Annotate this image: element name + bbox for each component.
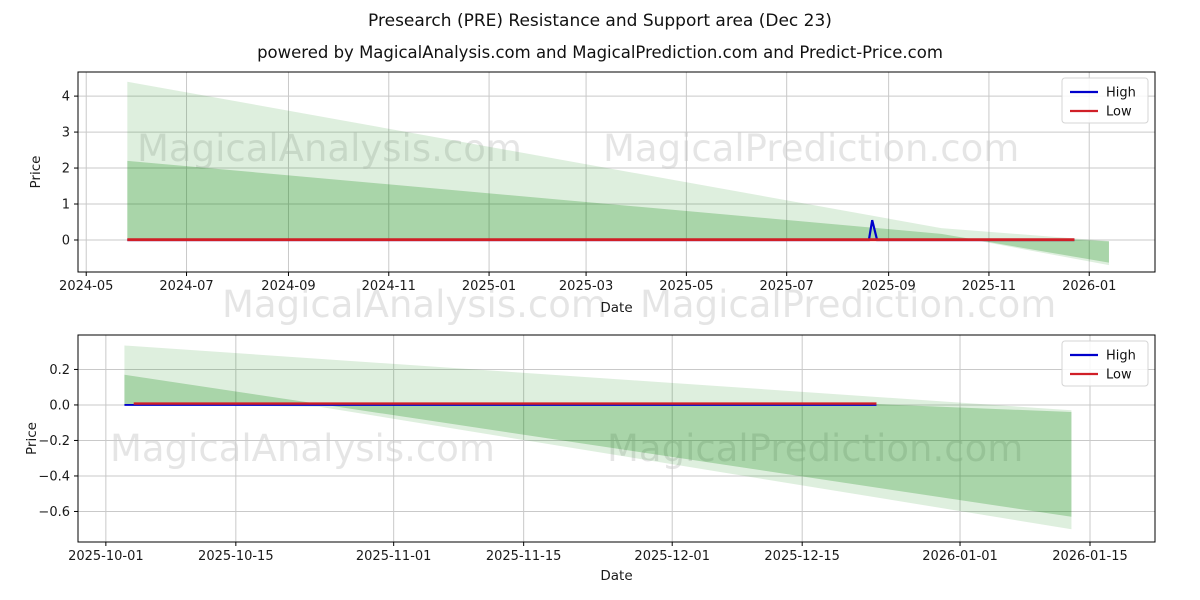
legend-low-label: Low — [1106, 368, 1132, 383]
x-tick-label: 2026-01 — [1062, 279, 1116, 294]
top-chart: 2024-05 2024-07 2024-09 2024-11 2025-01 2025-… — [28, 71, 1156, 316]
y-tick-label: 3 — [62, 126, 70, 141]
x-tick-label: 2025-09 — [861, 279, 915, 294]
support-band-inner — [124, 374, 1072, 517]
x-tick-label: 2025-03 — [559, 279, 613, 294]
x-tick-label: 2024-09 — [261, 279, 315, 294]
x-tick-label: 2025-07 — [760, 279, 814, 294]
watermark-text: MagicalPrediction.com — [640, 283, 1056, 326]
y-axis-label: Price — [24, 422, 40, 455]
x-tick-label: 2025-10-15 — [198, 549, 274, 564]
x-tick-label: 2026-01-15 — [1052, 549, 1128, 564]
x-axis-label: Date — [600, 300, 632, 316]
x-tick-label: 2025-10-01 — [68, 549, 144, 564]
x-tick-label: 2024-07 — [159, 279, 213, 294]
x-tick-label: 2025-11 — [962, 279, 1016, 294]
support-band-inner — [127, 160, 1109, 263]
x-tick-label: 2025-11-01 — [356, 549, 432, 564]
legend-high-label: High — [1106, 349, 1136, 364]
resistance-band-outer — [124, 345, 1072, 530]
x-tick-label: 2024-11 — [362, 279, 416, 294]
y-tick-label: 4 — [62, 90, 70, 105]
plot-border — [77, 334, 1156, 543]
figure-subtitle: powered by MagicalAnalysis.com and Magic… — [257, 43, 943, 62]
x-tick-label: 2025-12-01 — [634, 549, 710, 564]
x-tick-label: 2025-12-15 — [764, 549, 840, 564]
y-tick-label: 0.0 — [49, 398, 70, 413]
watermark-text: MagicalPrediction.com — [607, 427, 1023, 470]
watermark-text: MagicalAnalysis.com — [137, 127, 522, 170]
watermark-text: MagicalAnalysis.com — [110, 427, 495, 470]
y-tick-label: 0.2 — [49, 363, 70, 378]
y-tick-label: 1 — [62, 198, 70, 213]
y-tick-label: 0 — [62, 233, 70, 248]
resistance-band-outer — [127, 81, 1109, 266]
x-tick-label: 2025-05 — [659, 279, 713, 294]
figure-title: Presearch (PRE) Resistance and Support a… — [368, 11, 832, 31]
legend: High Low — [1061, 77, 1149, 124]
x-tick-label: 2025-01 — [462, 279, 516, 294]
bottom-chart: 2025-10-01 2025-10-15 2025-11-01 2025-11-15… — [24, 334, 1156, 584]
x-tick-label: 2026-01-01 — [922, 549, 998, 564]
x-tick-label: 2024-05 — [59, 279, 113, 294]
watermark-text: MagicalAnalysis.com — [222, 283, 607, 326]
x-axis-label: Date — [600, 568, 632, 584]
legend: High Low — [1061, 340, 1149, 387]
y-tick-label: −0.2 — [38, 434, 70, 449]
y-tick-label: 2 — [62, 162, 70, 177]
y-tick-label: −0.4 — [38, 469, 70, 484]
y-tick-label: −0.6 — [38, 505, 70, 520]
legend-high-label: High — [1106, 86, 1136, 101]
x-tick-label: 2025-11-15 — [486, 549, 562, 564]
legend-low-label: Low — [1106, 105, 1132, 120]
y-axis-label: Price — [28, 156, 44, 189]
watermark-text: MagicalPrediction.com — [603, 127, 1019, 170]
plot-border — [77, 71, 1156, 273]
